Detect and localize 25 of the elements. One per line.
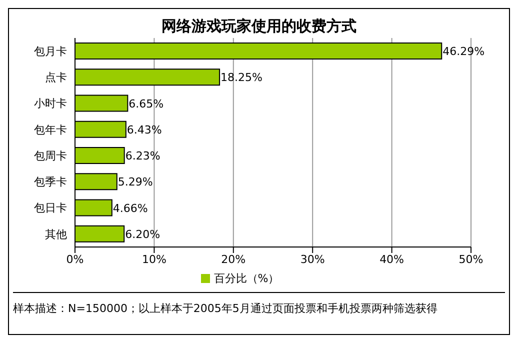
y-tick-label: 包日卡 [34,202,67,215]
data-label: 6.23% [125,150,160,162]
x-tick-label: 0% [66,252,84,266]
data-label: 6.20% [125,228,160,241]
x-tick-label: 10% [142,252,166,266]
data-label: 6.65% [128,97,164,110]
y-tick-label: 包年卡 [34,123,67,136]
data-label: 5.29% [118,176,153,189]
x-tick-label: 40% [380,252,404,266]
y-tick-label: 包季卡 [34,176,67,189]
data-label: 18.25% [220,71,262,84]
y-tick-label: 其他 [45,228,67,241]
y-tick-label: 包周卡 [34,149,67,162]
y-tick-label: 包月卡 [34,44,67,58]
text: 样本描述：N=150000；以上样本于2005年5月通过页面投票和手机投票两种筛选获得 [13,301,438,316]
y-tick-label: 点卡 [45,71,67,84]
x-tick-label: 30% [300,252,325,266]
legend-label: 百分比（%） [214,272,280,285]
data-label: 46.29% [442,45,485,58]
data-label: 4.66% [112,202,148,215]
x-tick-label: 20% [221,252,246,266]
x-tick-label: 50% [458,252,484,266]
y-tick-label: 小时卡 [34,97,67,110]
chart-title: 网络游戏玩家使用的收费方式 [160,17,358,36]
data-label: 6.43% [126,123,162,136]
